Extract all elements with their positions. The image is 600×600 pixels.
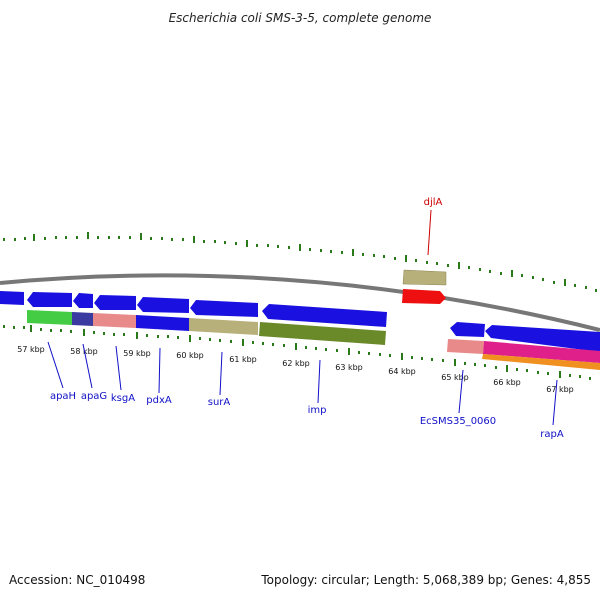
gene-arrow (0, 291, 24, 305)
gene-labels: djlA apaH apaG ksgA pdxA surA imp EcSMS3… (50, 197, 564, 440)
orange-feature (482, 354, 600, 370)
gene-arrow (27, 292, 72, 307)
salmon-feature (93, 313, 136, 328)
khaki-feature (189, 318, 258, 335)
gene-arrow (450, 322, 485, 337)
gene-arrow (485, 325, 600, 352)
gene-arrow (73, 293, 93, 308)
djlA-khaki-bar (402, 269, 447, 286)
olive-feature (259, 322, 386, 345)
feature-bars (27, 310, 600, 370)
kbp-label: 64 kbp (388, 367, 416, 376)
gene-label-ksgA: ksgA (111, 393, 135, 404)
inner-tick-row (3, 325, 591, 380)
gene-label-pdxA: pdxA (146, 395, 172, 406)
gene-label-djlA: djlA (424, 197, 443, 208)
blue-feature (136, 315, 189, 331)
kbp-label: 59 kbp (123, 349, 151, 358)
map-title: Escherichia coli SMS-3-5, complete genom… (169, 11, 432, 25)
gene-label-EcSMS35_0060: EcSMS35_0060 (420, 416, 496, 427)
gene-label-apaH: apaH (50, 391, 76, 402)
kbp-label: 61 kbp (229, 355, 257, 364)
kbp-label: 57 kbp (17, 345, 45, 354)
gene-label-rapA: rapA (540, 429, 564, 440)
kbp-label: 65 kbp (441, 373, 469, 382)
genome-backbone (0, 273, 600, 332)
gene-arrow (262, 304, 387, 327)
kbp-label: 58 kbp (70, 347, 98, 356)
gene-label-imp: imp (308, 405, 327, 416)
gene-label-surA: surA (208, 397, 231, 408)
green-feature (27, 310, 72, 325)
kbp-label: 60 kbp (176, 351, 204, 360)
kbp-label: 62 kbp (282, 359, 310, 368)
accession-text: Accession: NC_010498 (9, 573, 146, 587)
kbp-labels: 57 kbp 58 kbp 59 kbp 60 kbp 61 kbp 62 kb… (17, 345, 574, 394)
label-leaders (47, 209, 558, 426)
gene-arrow (94, 295, 136, 310)
kbp-label: 66 kbp (493, 378, 521, 387)
outer-tick-row (3, 232, 597, 292)
djlA-features[interactable] (402, 269, 447, 304)
djlA-red-arrow (402, 289, 446, 304)
left-gene-arrows[interactable] (0, 291, 600, 352)
magenta-feature (483, 341, 600, 363)
kbp-label: 63 kbp (335, 363, 363, 372)
kbp-label: 67 kbp (546, 385, 574, 394)
gene-arrow (137, 297, 189, 313)
topology-text: Topology: circular; Length: 5,068,389 bp… (261, 573, 591, 587)
gene-arrow (190, 300, 258, 317)
salmon-feature-2 (447, 339, 484, 354)
navy-feature (72, 312, 93, 326)
gene-label-apaG: apaG (81, 391, 107, 402)
